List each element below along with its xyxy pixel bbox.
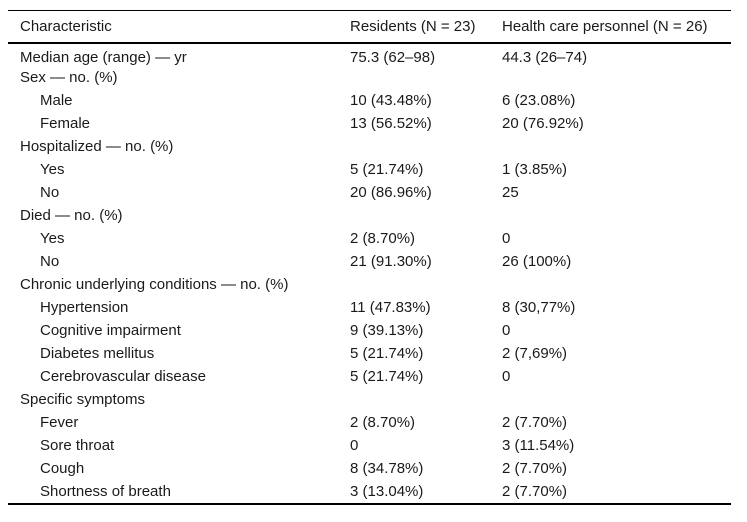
column-header-characteristic: Characteristic xyxy=(8,11,350,44)
table-row: Shortness of breath 3 (13.04%) 2 (7.70%) xyxy=(8,480,731,503)
residents-value-cell xyxy=(350,204,502,227)
health-care-personnel-value-cell: 3 (11.54%) xyxy=(502,437,575,454)
row-label-cell: Yes xyxy=(40,230,65,247)
characteristics-table: Characteristic Residents (N = 23) Health… xyxy=(8,11,731,503)
health-care-personnel-value-cell: 2 (7.70%) xyxy=(502,460,568,477)
health-care-personnel-value-cell xyxy=(502,135,731,158)
table-row: Male 10 (43.48%) 6 (23.08%) xyxy=(8,89,731,112)
table-row: Died — no. (%) xyxy=(8,204,731,227)
residents-value-cell: 5 (21.74%) xyxy=(350,161,424,178)
row-label-cell: No xyxy=(40,253,60,270)
row-label-cell: Male xyxy=(40,92,73,109)
table-row: Sore throat 0 3 (11.54%) xyxy=(8,434,731,457)
health-care-personnel-value-cell: 2 (7.70%) xyxy=(502,414,568,431)
health-care-personnel-value-cell: 0 xyxy=(502,368,511,385)
residents-value-cell: 3 (13.04%) xyxy=(350,483,424,500)
row-label-cell: No xyxy=(40,184,60,201)
residents-value-cell xyxy=(350,135,502,158)
row-label-cell: Hypertension xyxy=(40,299,129,316)
health-care-personnel-value-cell: 25 xyxy=(502,184,519,201)
health-care-personnel-value-cell: 0 xyxy=(502,230,511,247)
row-label-cell: Sex — no. (%) xyxy=(20,69,118,86)
characteristics-table-container: Characteristic Residents (N = 23) Health… xyxy=(8,10,731,505)
table-row: Yes 2 (8.70%) 0 xyxy=(8,227,731,250)
residents-value-cell xyxy=(350,66,502,89)
table-row: Sex — no. (%) xyxy=(8,66,731,89)
health-care-personnel-value-cell: 8 (30,77%) xyxy=(502,299,576,316)
table-row: Female 13 (56.52%) 20 (76.92%) xyxy=(8,112,731,135)
row-label-cell: Cerebrovascular disease xyxy=(40,368,206,385)
health-care-personnel-value-cell: 6 (23.08%) xyxy=(502,92,576,109)
residents-value-cell: 13 (56.52%) xyxy=(350,115,432,132)
residents-value-cell: 5 (21.74%) xyxy=(350,368,424,385)
row-label-cell: Median age (range) — yr xyxy=(20,48,187,66)
row-label-cell: Chronic underlying conditions — no. (%) xyxy=(20,276,289,293)
health-care-personnel-value-cell xyxy=(502,66,731,89)
row-label-cell: Fever xyxy=(40,414,79,431)
health-care-personnel-value-cell: 0 xyxy=(502,322,511,339)
table-row: Hypertension 11 (47.83%) 8 (30,77%) xyxy=(8,296,731,319)
table-row: Chronic underlying conditions — no. (%) xyxy=(8,273,731,296)
table-row: No 21 (91.30%) 26 (100%) xyxy=(8,250,731,273)
table-row: Cerebrovascular disease 5 (21.74%) 0 xyxy=(8,365,731,388)
column-header-health-care-personnel: Health care personnel (N = 26) xyxy=(502,11,731,44)
table-row: Cough 8 (34.78%) 2 (7.70%) xyxy=(8,457,731,480)
residents-value-cell: 5 (21.74%) xyxy=(350,345,424,362)
health-care-personnel-value-cell: 44.3 (26–74) xyxy=(502,48,588,66)
row-label-cell: Hospitalized — no. (%) xyxy=(20,138,174,155)
row-label-cell: Sore throat xyxy=(40,437,115,454)
health-care-personnel-value-cell xyxy=(502,204,731,227)
residents-value-cell: 9 (39.13%) xyxy=(350,322,424,339)
row-label-cell: Diabetes mellitus xyxy=(40,345,155,362)
health-care-personnel-value-cell: 20 (76.92%) xyxy=(502,115,584,132)
row-label-cell: Cognitive impairment xyxy=(40,322,181,339)
residents-value-cell: 10 (43.48%) xyxy=(350,92,432,109)
table-row: Diabetes mellitus 5 (21.74%) 2 (7,69%) xyxy=(8,342,731,365)
residents-value-cell xyxy=(350,273,502,296)
row-label-cell: Died — no. (%) xyxy=(20,207,123,224)
residents-value-cell: 20 (86.96%) xyxy=(350,184,432,201)
table-row: Fever 2 (8.70%) 2 (7.70%) xyxy=(8,411,731,434)
health-care-personnel-value-cell: 1 (3.85%) xyxy=(502,161,568,178)
table-row: Specific symptoms xyxy=(8,388,731,411)
residents-value-cell xyxy=(350,388,502,411)
residents-value-cell: 8 (34.78%) xyxy=(350,460,424,477)
row-label-cell: Female xyxy=(40,115,91,132)
row-label-cell: Yes xyxy=(40,161,65,178)
table-row: Median age (range) — yr 75.3 (62–98) 44.3 … xyxy=(8,43,731,66)
table-row: No 20 (86.96%) 25 xyxy=(8,181,731,204)
residents-value-cell: 2 (8.70%) xyxy=(350,230,416,247)
row-label-cell: Shortness of breath xyxy=(40,483,171,500)
health-care-personnel-value-cell: 2 (7.70%) xyxy=(502,483,568,500)
residents-value-cell: 75.3 (62–98) xyxy=(350,48,436,66)
table-row: Hospitalized — no. (%) xyxy=(8,135,731,158)
residents-value-cell: 2 (8.70%) xyxy=(350,414,416,431)
health-care-personnel-value-cell: 26 (100%) xyxy=(502,253,572,270)
row-label-cell: Specific symptoms xyxy=(20,391,146,408)
residents-value-cell: 21 (91.30%) xyxy=(350,253,432,270)
column-header-residents: Residents (N = 23) xyxy=(350,11,502,44)
row-label-cell: Cough xyxy=(40,460,85,477)
health-care-personnel-value-cell: 2 (7,69%) xyxy=(502,345,568,362)
table-row: Yes 5 (21.74%) 1 (3.85%) xyxy=(8,158,731,181)
table-body: Median age (range) — yr 75.3 (62–98) 44.3 … xyxy=(8,43,731,503)
residents-value-cell: 0 xyxy=(350,437,359,454)
table-row: Cognitive impairment 9 (39.13%) 0 xyxy=(8,319,731,342)
health-care-personnel-value-cell xyxy=(502,273,731,296)
residents-value-cell: 11 (47.83%) xyxy=(350,299,431,316)
table-header-row: Characteristic Residents (N = 23) Health… xyxy=(8,11,731,44)
health-care-personnel-value-cell xyxy=(502,388,731,411)
